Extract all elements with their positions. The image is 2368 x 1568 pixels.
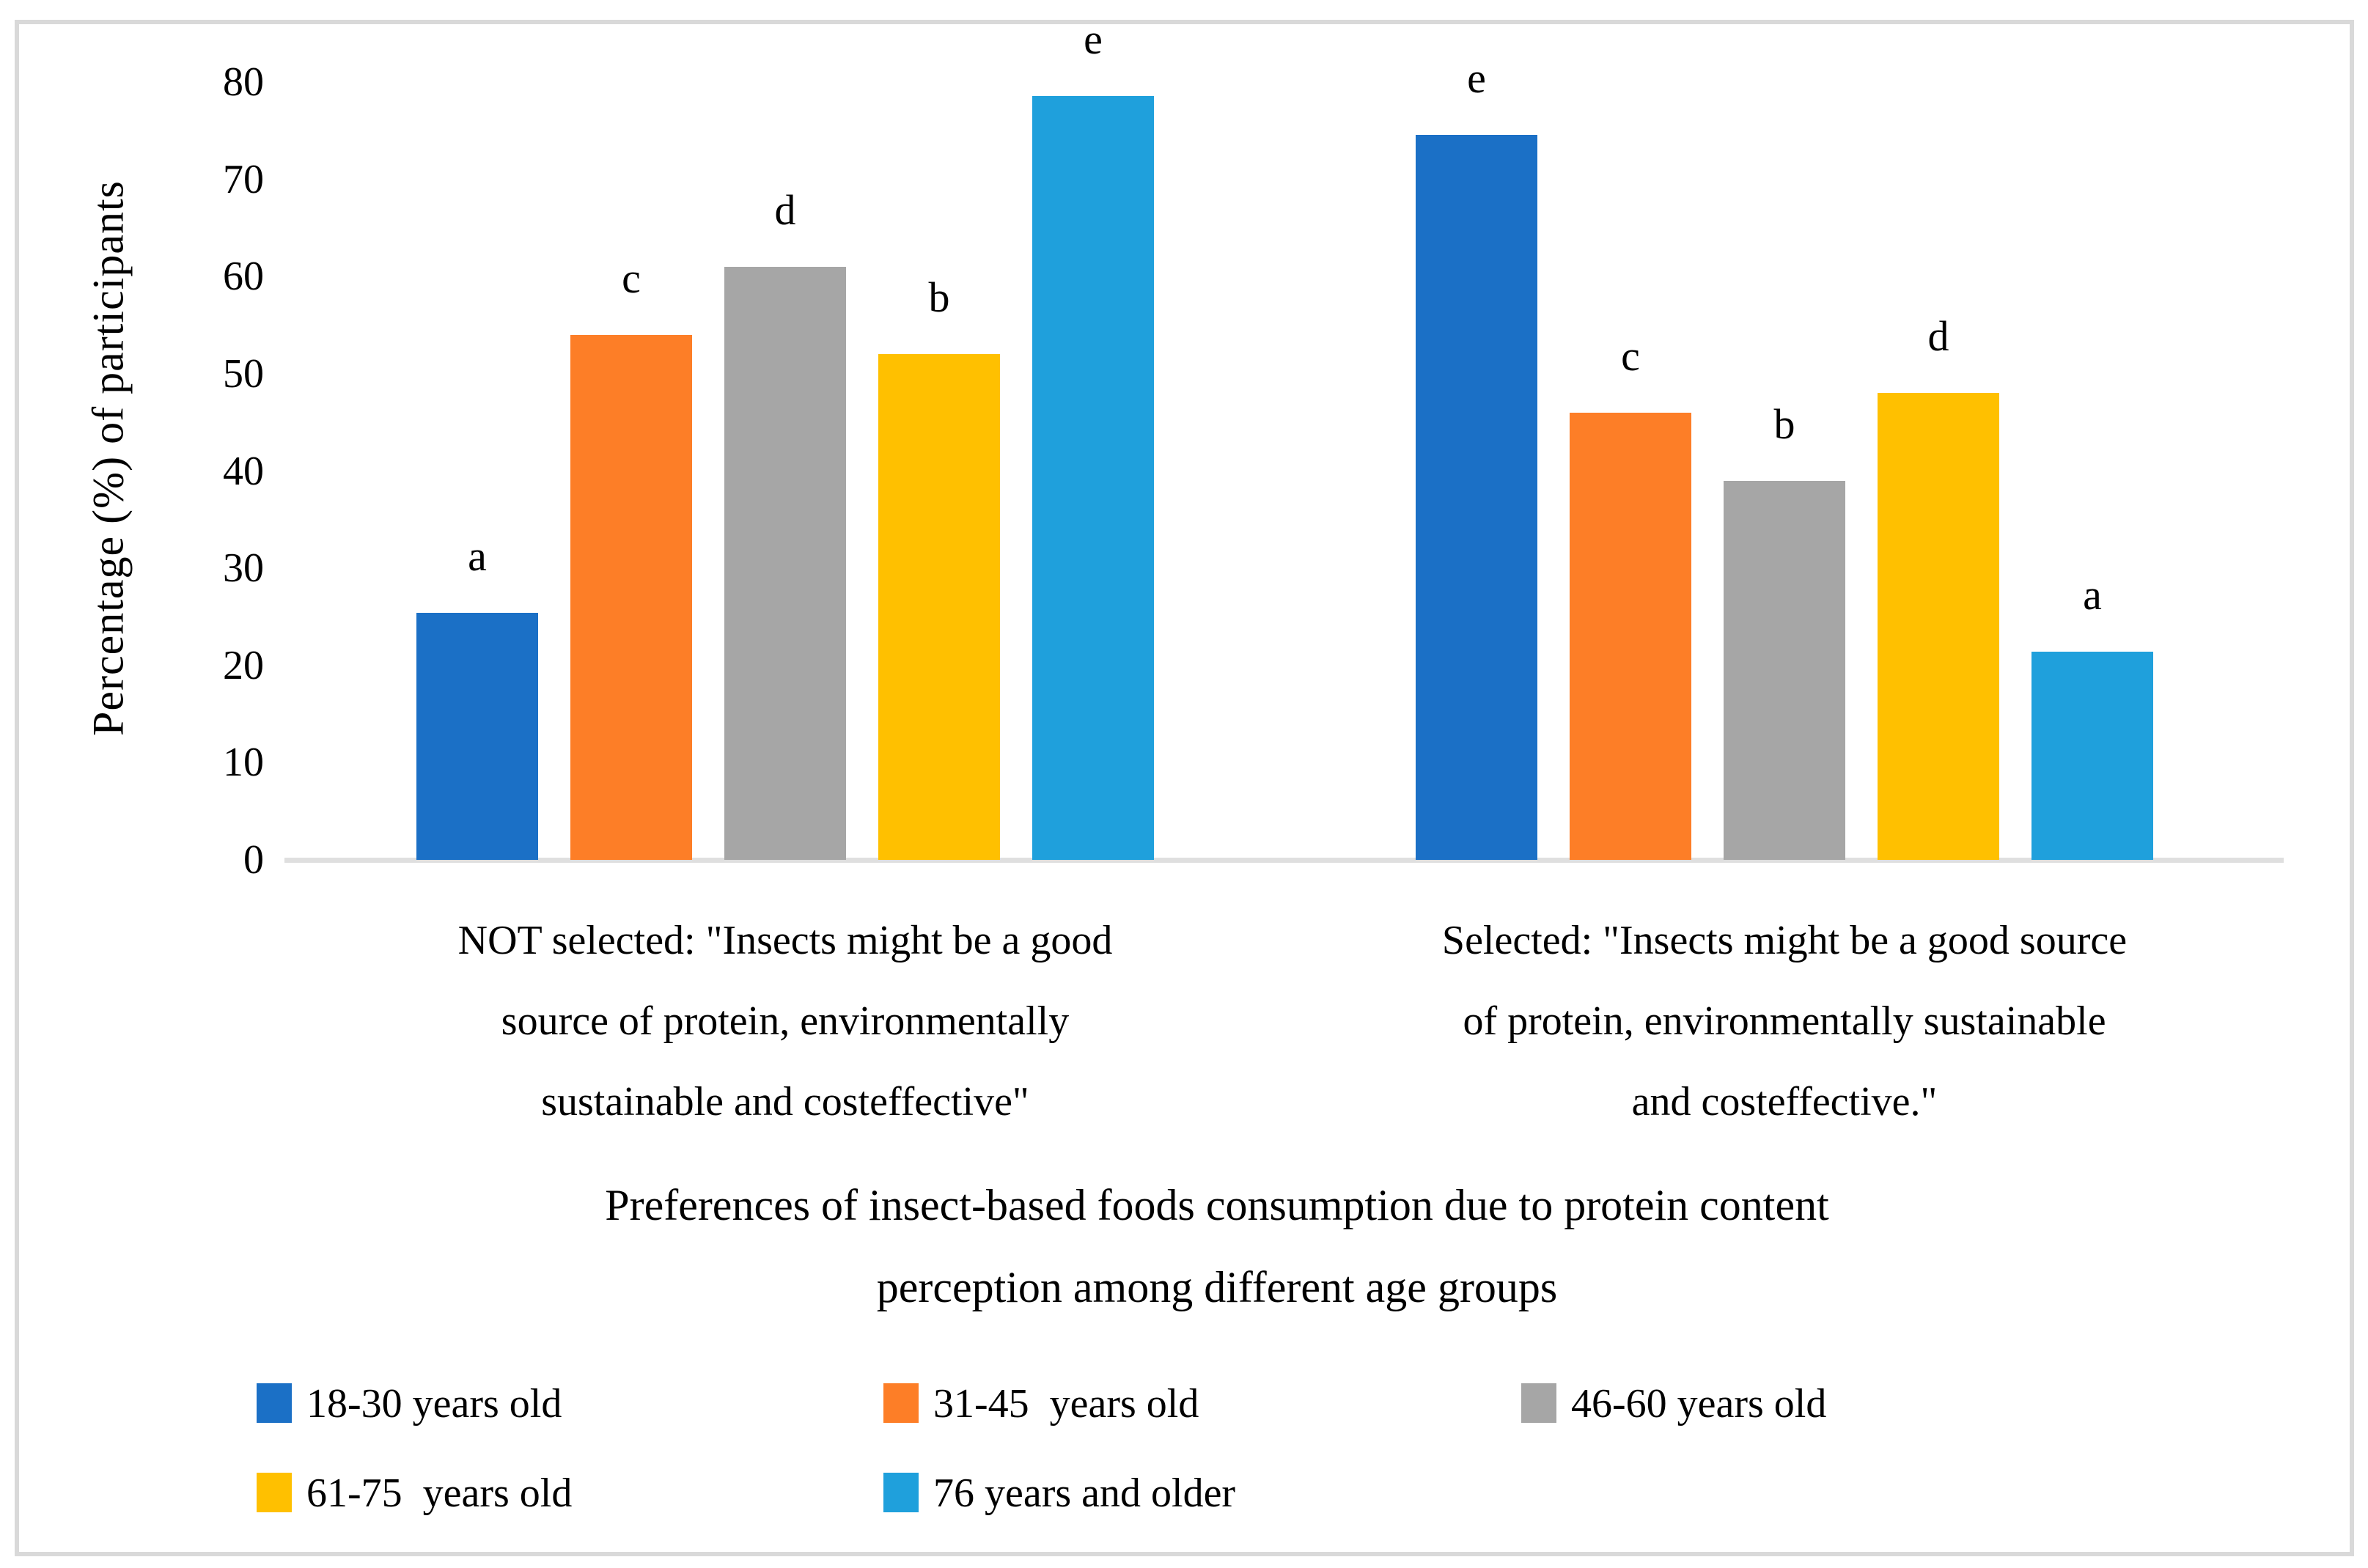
y-tick-label: 20 [223, 642, 264, 688]
significance-letter: a [468, 532, 487, 581]
legend-label: 76 years and older [933, 1471, 1236, 1516]
significance-letter: c [622, 254, 641, 302]
legend-label: 18-30 years old [306, 1381, 562, 1427]
bar-76-cat2 [2031, 652, 2153, 860]
y-tick-label: 30 [223, 545, 264, 592]
significance-letter: d [1927, 312, 1949, 361]
significance-letter: e [1084, 15, 1103, 63]
legend-swatch [883, 1383, 919, 1423]
y-tick-label: 50 [223, 350, 264, 397]
bar-31-45-cat1 [570, 334, 692, 860]
significance-letter: c [1621, 331, 1640, 380]
significance-letter: b [928, 273, 950, 322]
chart-title-line: Preferences of insect-based foods consum… [605, 1181, 1829, 1229]
significance-letter: b [1773, 400, 1795, 448]
legend-swatch [257, 1383, 292, 1423]
bar-46-60-cat2 [1724, 480, 1845, 860]
legend-label: 61-75 years old [306, 1471, 573, 1516]
category-label-line: source of protein, environmentally [501, 998, 1070, 1044]
significance-letter: a [2083, 571, 2102, 619]
significance-letter: d [774, 185, 796, 234]
y-tick-label: 40 [223, 448, 264, 494]
category-label-line: Selected: "Insects might be a good sourc… [1441, 918, 2128, 963]
bar-76-cat1 [1032, 95, 1154, 860]
bar-61-75-cat1 [878, 354, 1000, 860]
y-tick-label: 70 [223, 156, 264, 202]
category-label-line: of protein, environmentally sustainable [1463, 998, 2106, 1044]
category-label-line: and costeffective." [1631, 1079, 1938, 1125]
y-tick-label: 60 [223, 254, 264, 300]
chart-title: Preferences of insect-based foods consum… [95, 1164, 2339, 1328]
legend-label: 46-60 years old [1571, 1381, 1827, 1427]
legend-swatch [883, 1473, 919, 1512]
y-tick-label: 0 [243, 837, 264, 883]
legend-swatch [1521, 1383, 1556, 1423]
x-axis-line [284, 858, 2284, 863]
category-label-line: NOT selected: "Insects might be a good [457, 918, 1113, 963]
category-label: NOT selected: "Insects might be a good so… [279, 900, 1291, 1142]
bar-18-30-cat2 [1416, 134, 1537, 860]
bar-31-45-cat2 [1570, 412, 1691, 860]
category-label: Selected: "Insects might be a good sourc… [1279, 900, 2290, 1142]
y-tick-label: 80 [223, 59, 264, 105]
significance-letter: e [1467, 54, 1486, 102]
chart-title-line: perception among different age groups [876, 1263, 1558, 1311]
category-label-line: sustainable and costeffective" [541, 1079, 1029, 1125]
figure-border [15, 20, 2354, 1556]
bar-61-75-cat2 [1878, 393, 1999, 860]
y-tick-label: 10 [223, 740, 264, 786]
bar-46-60-cat1 [724, 266, 846, 860]
legend-label: 31-45 years old [933, 1381, 1199, 1427]
legend-swatch [257, 1473, 292, 1512]
bar-18-30-cat1 [416, 613, 538, 860]
